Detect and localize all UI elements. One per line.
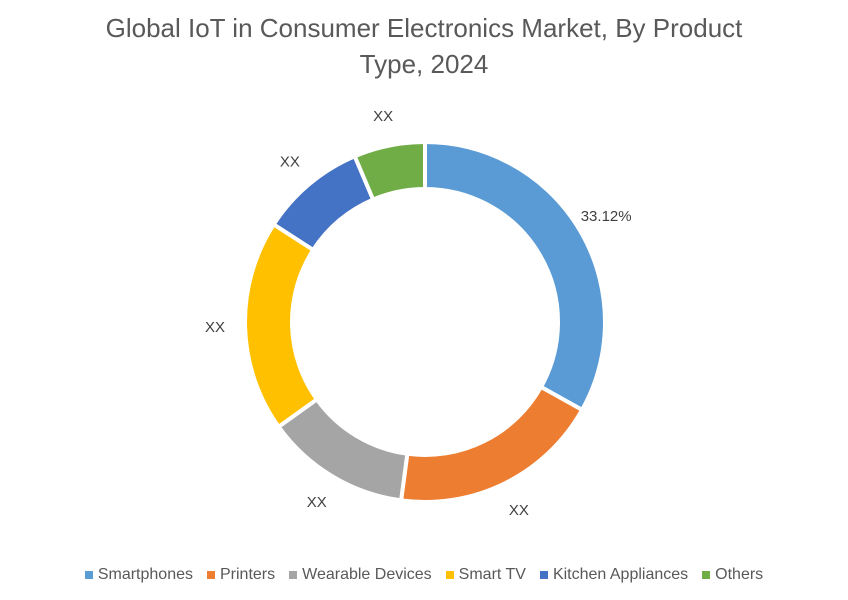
data-label: XX (307, 494, 327, 511)
legend-swatch (539, 571, 548, 579)
legend-label: Wearable Devices (302, 566, 432, 583)
legend-item-smartphones: Smartphones (84, 566, 193, 584)
legend-item-others: Others (702, 566, 763, 584)
legend-label: Others (715, 566, 764, 583)
donut-slice-others (352, 139, 427, 203)
data-label: XX (205, 319, 225, 336)
legend-swatch (289, 571, 298, 579)
donut-slice-smart-tv (243, 221, 320, 430)
legend-swatch (702, 571, 711, 579)
legend-label: Printers (220, 566, 276, 583)
legend-label: Kitchen Appliances (552, 566, 689, 583)
donut-slice-kitchen-appliances (270, 153, 376, 253)
legend-item-kitchen-appliances: Kitchen Appliances (539, 566, 689, 584)
data-label: XX (280, 153, 300, 170)
legend: Smartphones Printers Wearable Devices Sm… (0, 566, 848, 584)
legend-label: Smartphones (97, 566, 193, 583)
data-label: XX (373, 108, 393, 125)
legend-swatch (207, 571, 215, 579)
chart-title-line-2: Type, 2024 (359, 49, 489, 79)
legend-swatch (84, 571, 93, 579)
chart-title-line-1: Global IoT in Consumer Electronics Marke… (105, 13, 743, 43)
legend-item-printers: Printers (207, 566, 275, 584)
legend-swatch (445, 571, 454, 579)
donut-slice-printers (398, 384, 585, 504)
legend-item-smart-tv: Smart TV (445, 566, 526, 584)
donut-slice-smartphones (423, 139, 607, 413)
data-label: XX (509, 502, 529, 519)
data-label: 33.12% (581, 208, 632, 225)
legend-label: Smart TV (458, 566, 526, 583)
legend-item-wearable-devices: Wearable Devices (289, 566, 432, 584)
chart-title: Global IoT in Consumer Electronics Marke… (0, 10, 848, 82)
